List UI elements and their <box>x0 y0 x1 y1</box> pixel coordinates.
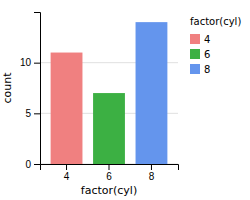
y-tick-mark <box>34 113 40 114</box>
x-tick: 6 <box>106 164 112 182</box>
x-tick-label: 8 <box>149 171 155 182</box>
chart: 4 6 8 0 5 10 factor(cyl) count factor(cyl) 4 6 8 <box>0 0 250 200</box>
y-axis-line <box>34 13 41 165</box>
bars <box>51 22 168 164</box>
legend-swatch <box>190 49 200 59</box>
x-axis: 4 6 8 <box>41 164 179 182</box>
x-tick: 4 <box>64 164 70 182</box>
x-tick: 8 <box>149 164 155 182</box>
y-tick: 5 <box>25 108 40 119</box>
x-tick-label: 4 <box>64 171 70 182</box>
legend-swatch <box>190 34 200 44</box>
x-axis-title: factor(cyl) <box>81 184 137 197</box>
y-tick-mark <box>34 63 40 64</box>
x-tick-mark <box>109 164 110 170</box>
legend-swatch <box>190 64 200 74</box>
y-axis: 0 5 10 <box>20 13 41 170</box>
bar <box>136 22 168 164</box>
bar <box>51 53 83 164</box>
y-tick-label: 10 <box>20 57 32 68</box>
x-axis-line <box>41 165 179 171</box>
legend-item: 8 <box>190 64 210 75</box>
legend-label: 6 <box>204 49 210 60</box>
bar <box>93 93 125 164</box>
legend-item: 6 <box>190 49 210 60</box>
x-tick-label: 6 <box>106 171 112 182</box>
legend: factor(cyl) 4 6 8 <box>190 16 241 75</box>
legend-item: 4 <box>190 34 210 45</box>
y-tick: 0 <box>25 159 40 170</box>
y-tick: 10 <box>20 57 40 68</box>
plot: 4 6 8 0 5 10 <box>20 13 179 183</box>
y-tick-label: 5 <box>25 108 31 119</box>
y-tick-label: 0 <box>25 159 31 170</box>
legend-title: factor(cyl) <box>190 16 241 27</box>
legend-label: 4 <box>204 34 210 45</box>
legend-label: 8 <box>204 64 210 75</box>
x-tick-mark <box>151 164 152 170</box>
x-tick-mark <box>66 164 67 170</box>
y-axis-title: count <box>1 72 14 104</box>
y-tick-mark <box>34 164 40 165</box>
